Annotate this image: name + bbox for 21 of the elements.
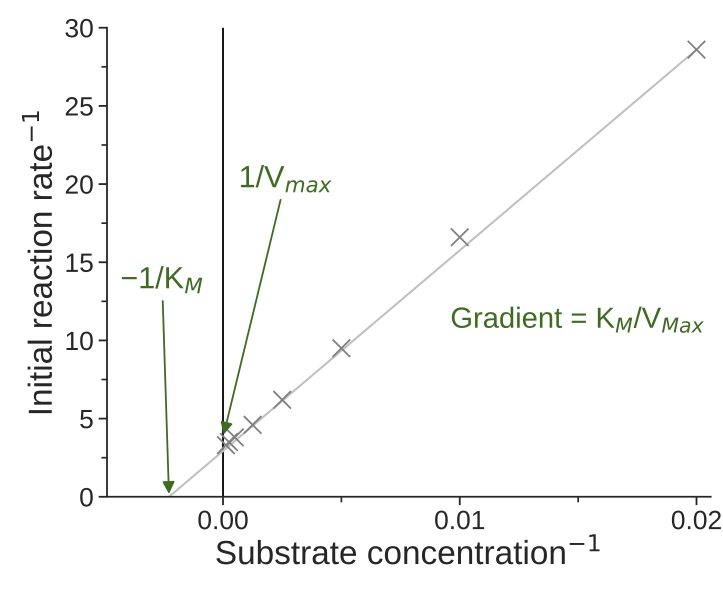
point <box>332 338 352 358</box>
y-axis-title: Initial reaction rate$^{−1}$ <box>22 111 52 414</box>
y-tick-label: 0 <box>80 488 93 507</box>
y-tick-label: 25 <box>66 97 93 116</box>
y-tick-label: 30 <box>65 18 93 38</box>
x-tick-label: 0.01 <box>435 510 484 530</box>
point <box>272 390 292 410</box>
point <box>225 428 245 448</box>
y-tick-label: 5 <box>80 410 93 428</box>
annotation: 1/V$_{max}$ <box>240 165 332 193</box>
annotation: Gradient = K$_{M}$/V$_{Max}$ <box>452 306 704 333</box>
point <box>686 40 706 60</box>
point <box>242 415 262 435</box>
x-axis-title: Substrate concentration$^{−1}$ <box>216 534 600 564</box>
y-tick-label: 10 <box>66 332 93 350</box>
point <box>450 228 470 247</box>
annotation: −1/K$_{M}$ <box>122 266 202 294</box>
x-tick-label: 0.00 <box>198 510 248 530</box>
y-tick-label: 20 <box>66 175 93 194</box>
y-tick-label: 15 <box>66 254 93 272</box>
x-tick-label: 0.02 <box>672 510 721 530</box>
